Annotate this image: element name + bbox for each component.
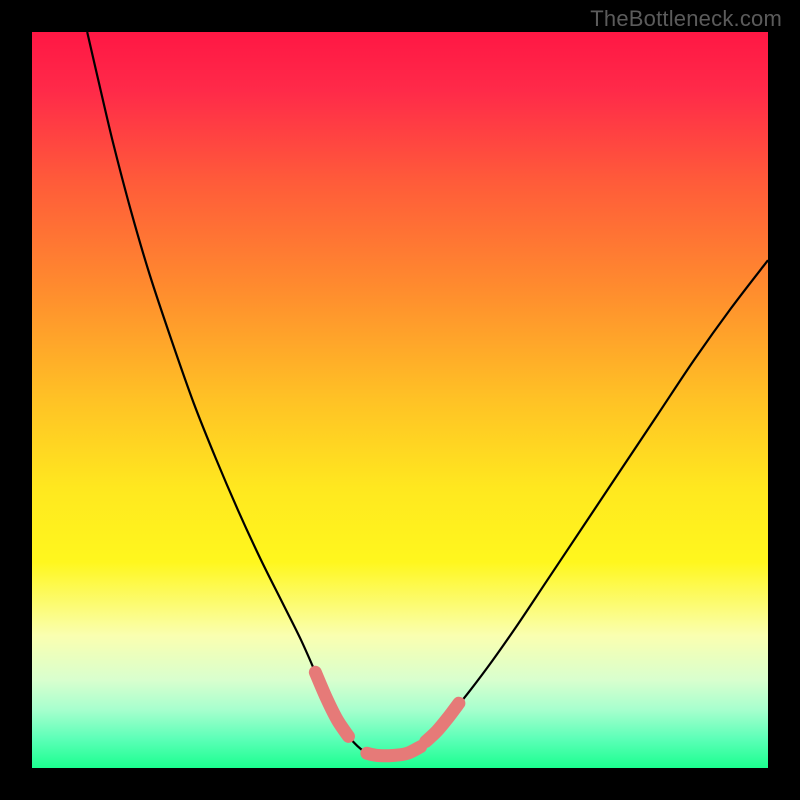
plot-background-gradient — [32, 32, 768, 768]
bottleneck-curve-chart — [0, 0, 800, 800]
watermark-text: TheBottleneck.com — [590, 6, 782, 32]
chart-stage: TheBottleneck.com — [0, 0, 800, 800]
